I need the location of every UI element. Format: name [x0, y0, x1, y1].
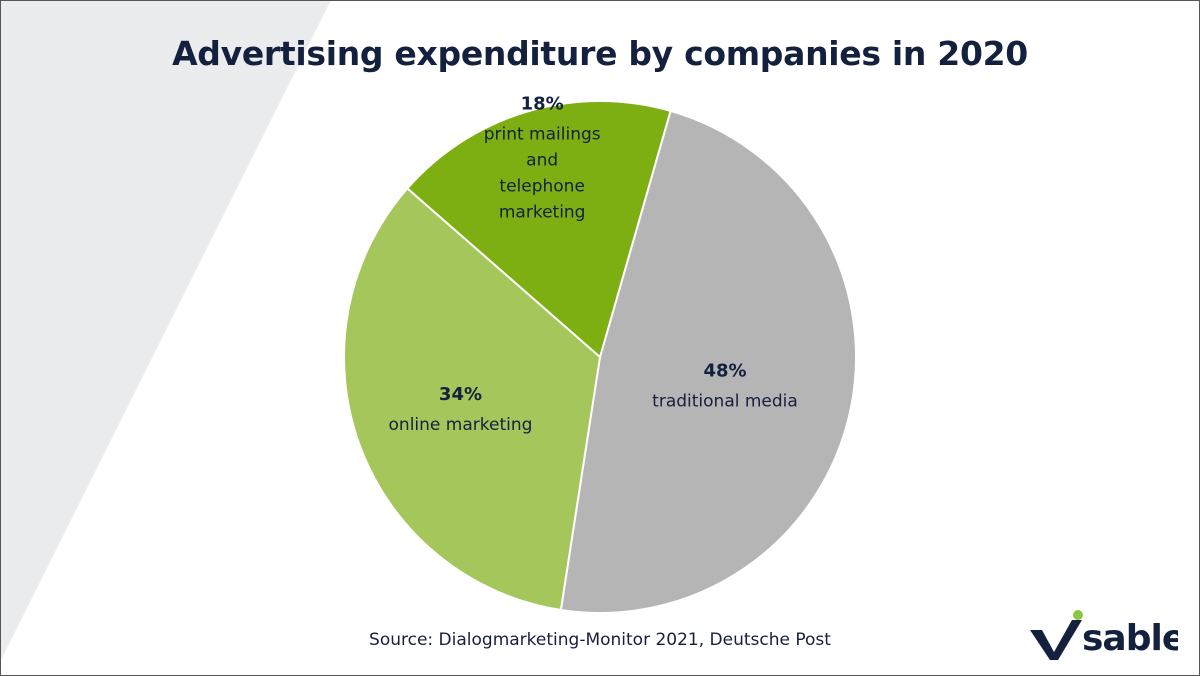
pie-slice: [343, 186, 602, 612]
slice-category-label: online marketing: [389, 415, 533, 435]
slice-category-label: telephone: [499, 177, 585, 197]
slice-value-label: 48%: [703, 360, 746, 381]
visable-logo: sable: [1030, 610, 1178, 660]
slice-value-label: 18%: [521, 94, 564, 115]
svg-text:sable: sable: [1082, 618, 1178, 659]
slice-category-label: traditional media: [652, 391, 798, 411]
chart-title: Advertising expenditure by companies in …: [172, 34, 1028, 73]
pie-slice: [405, 100, 672, 359]
slice-category-label: and: [526, 151, 558, 171]
slice-category-label: marketing: [499, 203, 586, 223]
slice-value-label: 34%: [439, 384, 482, 405]
slice-category-label: print mailings: [484, 125, 601, 145]
source-note: Source: Dialogmarketing-Monitor 2021, De…: [369, 630, 831, 650]
